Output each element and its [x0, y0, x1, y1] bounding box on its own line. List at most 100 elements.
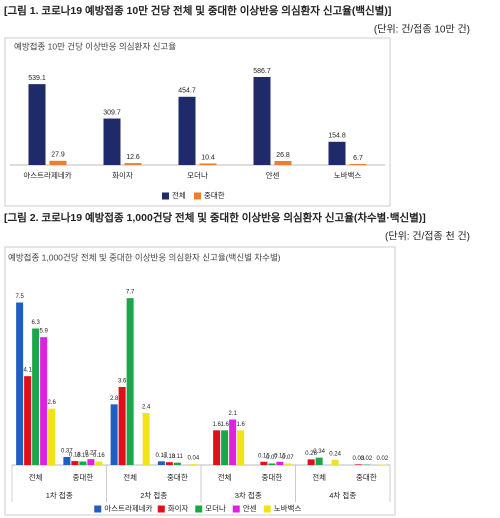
bar: [274, 160, 292, 165]
bar: [79, 461, 87, 465]
bar: [276, 461, 284, 465]
group-label: 4차 접종: [329, 491, 356, 500]
value-label: 0.11: [172, 454, 184, 460]
value-label: 0.37: [61, 449, 73, 455]
bar: [124, 163, 142, 165]
value-label: 0.07: [266, 455, 278, 461]
bar: [229, 419, 237, 465]
x-tick-label: 중대한: [73, 473, 94, 482]
bar: [307, 459, 315, 465]
value-label: 4.1: [23, 368, 32, 374]
caption: [그림 2. 코로나19 예방접종 1,000건당 전체 및 중대한 이상반응 …: [4, 211, 426, 224]
bar: [63, 456, 71, 465]
value-label: 7.5: [15, 294, 24, 300]
value-label: 454.7: [178, 88, 196, 95]
chart-frame: [4, 246, 396, 516]
x-tick-label: 아스트라제네카: [23, 170, 71, 180]
bar: [126, 298, 134, 465]
legend-label: 노바백스: [274, 503, 302, 513]
bar: [48, 408, 56, 465]
bar: [28, 84, 46, 165]
legend-label: 모더나: [205, 504, 226, 513]
x-tick-label: 중대한: [167, 473, 188, 482]
unit-note: (단위: 건/접종 10만 건): [374, 23, 470, 36]
value-label: 2.8: [110, 396, 119, 402]
group-label: 2차 접종: [140, 491, 167, 500]
bar: [157, 461, 165, 465]
bar: [328, 141, 346, 165]
value-label: 539.1: [28, 75, 46, 82]
bar: [237, 430, 245, 465]
legend-swatch: [263, 505, 271, 513]
bar: [260, 461, 268, 465]
bar: [32, 328, 40, 465]
value-label: 0.18: [69, 453, 81, 459]
x-tick-label: 화이자: [112, 170, 133, 180]
x-tick-label: 전체: [29, 472, 43, 482]
x-tick-label: 중대한: [356, 473, 377, 482]
value-label: 6.3: [31, 320, 40, 326]
bar: [331, 459, 339, 465]
bar: [221, 430, 229, 465]
legend-label: 얀센: [243, 503, 257, 513]
bar: [49, 160, 67, 165]
bar: [24, 376, 32, 465]
bar: [40, 337, 48, 465]
value-label: 0.07: [282, 455, 294, 461]
chart-title: 예방접종 10만 건당 이상반응 의심환자 신고율: [14, 41, 176, 51]
value-label: 0.24: [329, 451, 341, 457]
x-tick-label: 노바백스: [334, 170, 362, 180]
value-label: 0.34: [313, 449, 325, 455]
bar: [178, 96, 196, 165]
legend-swatch: [157, 505, 165, 513]
value-label: 0.02: [361, 456, 373, 462]
bar: [213, 430, 221, 465]
value-label: 1.6: [220, 422, 229, 428]
legend-swatch: [232, 505, 240, 513]
value-label: 0.16: [93, 453, 105, 459]
value-label: 10.4: [201, 154, 215, 161]
x-tick-label: 중대한: [262, 473, 283, 482]
bar: [189, 464, 197, 465]
bar: [284, 463, 292, 465]
bar: [118, 387, 126, 465]
x-tick-label: 전체: [218, 472, 232, 482]
bar: [110, 404, 118, 465]
bar: [165, 462, 173, 465]
bar: [315, 457, 323, 465]
value-label: 309.7: [103, 109, 121, 116]
legend-label: 아스트라제네카: [104, 503, 152, 513]
legend-swatch: [162, 192, 169, 200]
bar: [349, 163, 367, 165]
value-label: 586.7: [253, 68, 271, 75]
bar: [95, 461, 103, 465]
value-label: 1.6: [236, 422, 245, 428]
bar: [268, 463, 276, 465]
value-label: 5.9: [39, 329, 48, 335]
value-label: 2.1: [228, 411, 237, 417]
x-tick-label: 얀센: [266, 170, 280, 180]
legend-swatch: [194, 192, 201, 200]
bar: [253, 76, 271, 165]
value-label: 0.15: [274, 453, 286, 459]
value-label: 0.13: [164, 454, 176, 460]
value-label: 12.6: [126, 154, 140, 161]
legend-label: 화이자: [168, 503, 189, 513]
value-label: 0.26: [305, 451, 317, 457]
value-label: 154.8: [328, 133, 346, 140]
value-label: 0.27: [85, 451, 97, 457]
bar: [71, 461, 79, 465]
value-label: 27.9: [51, 152, 65, 159]
value-label: 0.02: [377, 456, 389, 462]
caption: [그림 1. 코로나19 예방접종 10만 건당 전체 및 중대한 이상반응 의…: [4, 4, 391, 17]
value-label: 2.4: [142, 405, 151, 411]
x-tick-label: 전체: [123, 472, 137, 482]
bar: [16, 302, 24, 465]
x-tick-label: 모더나: [187, 171, 208, 180]
bar: [354, 464, 362, 465]
value-label: 3.6: [118, 379, 127, 385]
value-label: 1.6: [212, 422, 221, 428]
group-label: 3차 접종: [235, 491, 262, 500]
group-label: 1차 접종: [46, 491, 73, 500]
x-tick-label: 전체: [312, 472, 326, 482]
